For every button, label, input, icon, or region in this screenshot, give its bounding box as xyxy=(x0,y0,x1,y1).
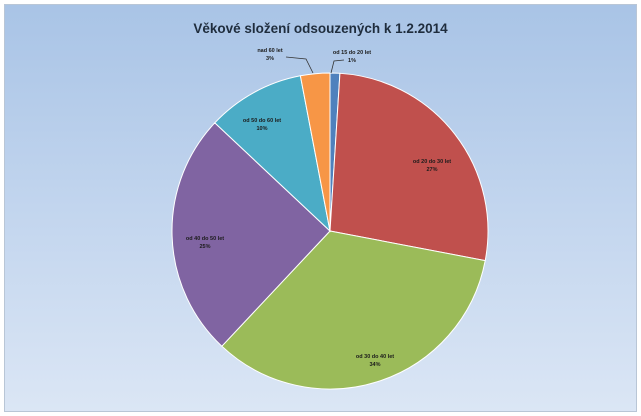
slice-value-od-20-do-30-let: 27% xyxy=(426,167,437,173)
leader-line-nad-60-let xyxy=(285,56,314,74)
slice-value-od-50-do-60-let: 10% xyxy=(256,126,267,132)
slice-value-nad-60-let: 3% xyxy=(266,56,274,62)
slice-value-od-15-do-20-let: 1% xyxy=(348,58,356,64)
chart-title: Věkové složení odsouzených k 1.2.2014 xyxy=(193,21,448,36)
pie-slice-nad-60-let xyxy=(299,72,331,232)
pie-slice-od-30-do-40-let xyxy=(221,230,486,390)
pie-slice-od-20-do-30-let xyxy=(329,72,489,262)
slice-value-od-30-do-40-let: 34% xyxy=(369,362,380,368)
pie-slice-od-40-do-50-let xyxy=(171,122,331,347)
pie-slice-od-50-do-60-let xyxy=(214,75,331,233)
slice-value-od-40-do-50-let: 25% xyxy=(199,244,210,250)
slice-label-od-30-do-40-let: od 30 do 40 let xyxy=(356,354,394,360)
slice-label-od-20-do-30-let: od 20 do 30 let xyxy=(413,159,451,165)
slice-label-od-50-do-60-let: od 50 do 60 let xyxy=(243,118,281,124)
leader-line-od-15-do-20-let xyxy=(330,59,345,74)
slice-label-od-40-do-50-let: od 40 do 50 let xyxy=(186,236,224,242)
slice-label-nad-60-let: nad 60 let xyxy=(257,48,283,54)
slice-label-od-15-do-20-let: od 15 do 20 let xyxy=(333,50,371,56)
